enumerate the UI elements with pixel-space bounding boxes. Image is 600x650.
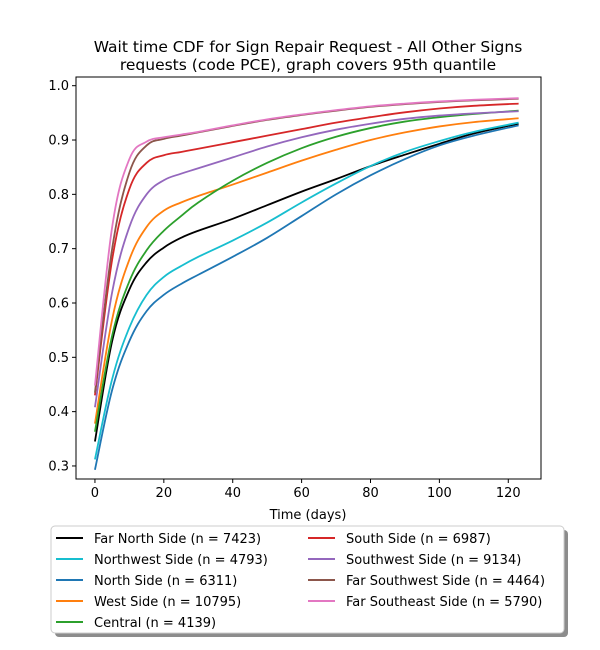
series-line-8 [94,97,519,386]
legend-label-2: North Side (n = 6311) [94,574,237,589]
series-line-5 [94,102,519,396]
legend-label-1: Northwest Side (n = 4793) [94,553,268,568]
legend-label-4: Central (n = 4139) [94,616,216,631]
x-axis: 0 20 40 60 80 100 120 [91,479,521,501]
x-tick-label: 20 [156,486,173,501]
x-tick-label: 40 [224,486,241,501]
legend-label-6: Southwest Side (n = 9134) [346,553,521,568]
series-line-2 [94,124,519,470]
y-tick-label: 0.6 [48,296,69,311]
y-tick-label: 0.8 [48,188,69,203]
x-tick-label: 60 [293,486,310,501]
legend-label-0: Far North Side (n = 7423) [94,532,261,547]
axes-frame [75,76,542,480]
chart-title-line-2: requests (code PCE), graph covers 95th q… [120,56,496,74]
x-tick-label: 0 [91,486,99,501]
y-tick-label: 0.4 [48,405,69,420]
series-line-3 [94,117,519,424]
y-axis: 0.3 0.4 0.5 0.6 0.7 0.8 0.9 1.0 [48,79,76,474]
series-line-1 [94,121,519,460]
y-tick-label: 1.0 [48,79,69,94]
x-axis-label: Time (days) [269,508,347,523]
y-tick-label: 0.5 [48,351,69,366]
y-tick-label: 0.9 [48,134,69,149]
legend-label-3: West Side (n = 10795) [94,595,241,610]
legend-label-8: Far Southeast Side (n = 5790) [346,595,542,610]
series-line-4 [94,109,519,432]
y-tick-label: 0.3 [48,459,69,474]
legend: Far North Side (n = 7423) Northwest Side … [50,525,568,637]
plot-area [75,76,542,480]
y-tick-label: 0.7 [48,242,69,257]
x-tick-label: 80 [362,486,379,501]
chart-title-line-1: Wait time CDF for Sign Repair Request - … [94,38,523,56]
series-line-6 [94,110,519,408]
series-line-0 [94,122,519,442]
legend-label-7: Far Southwest Side (n = 4464) [346,574,545,589]
x-tick-label: 100 [427,486,452,501]
legend-label-5: South Side (n = 6987) [346,532,491,547]
x-tick-label: 120 [496,486,521,501]
